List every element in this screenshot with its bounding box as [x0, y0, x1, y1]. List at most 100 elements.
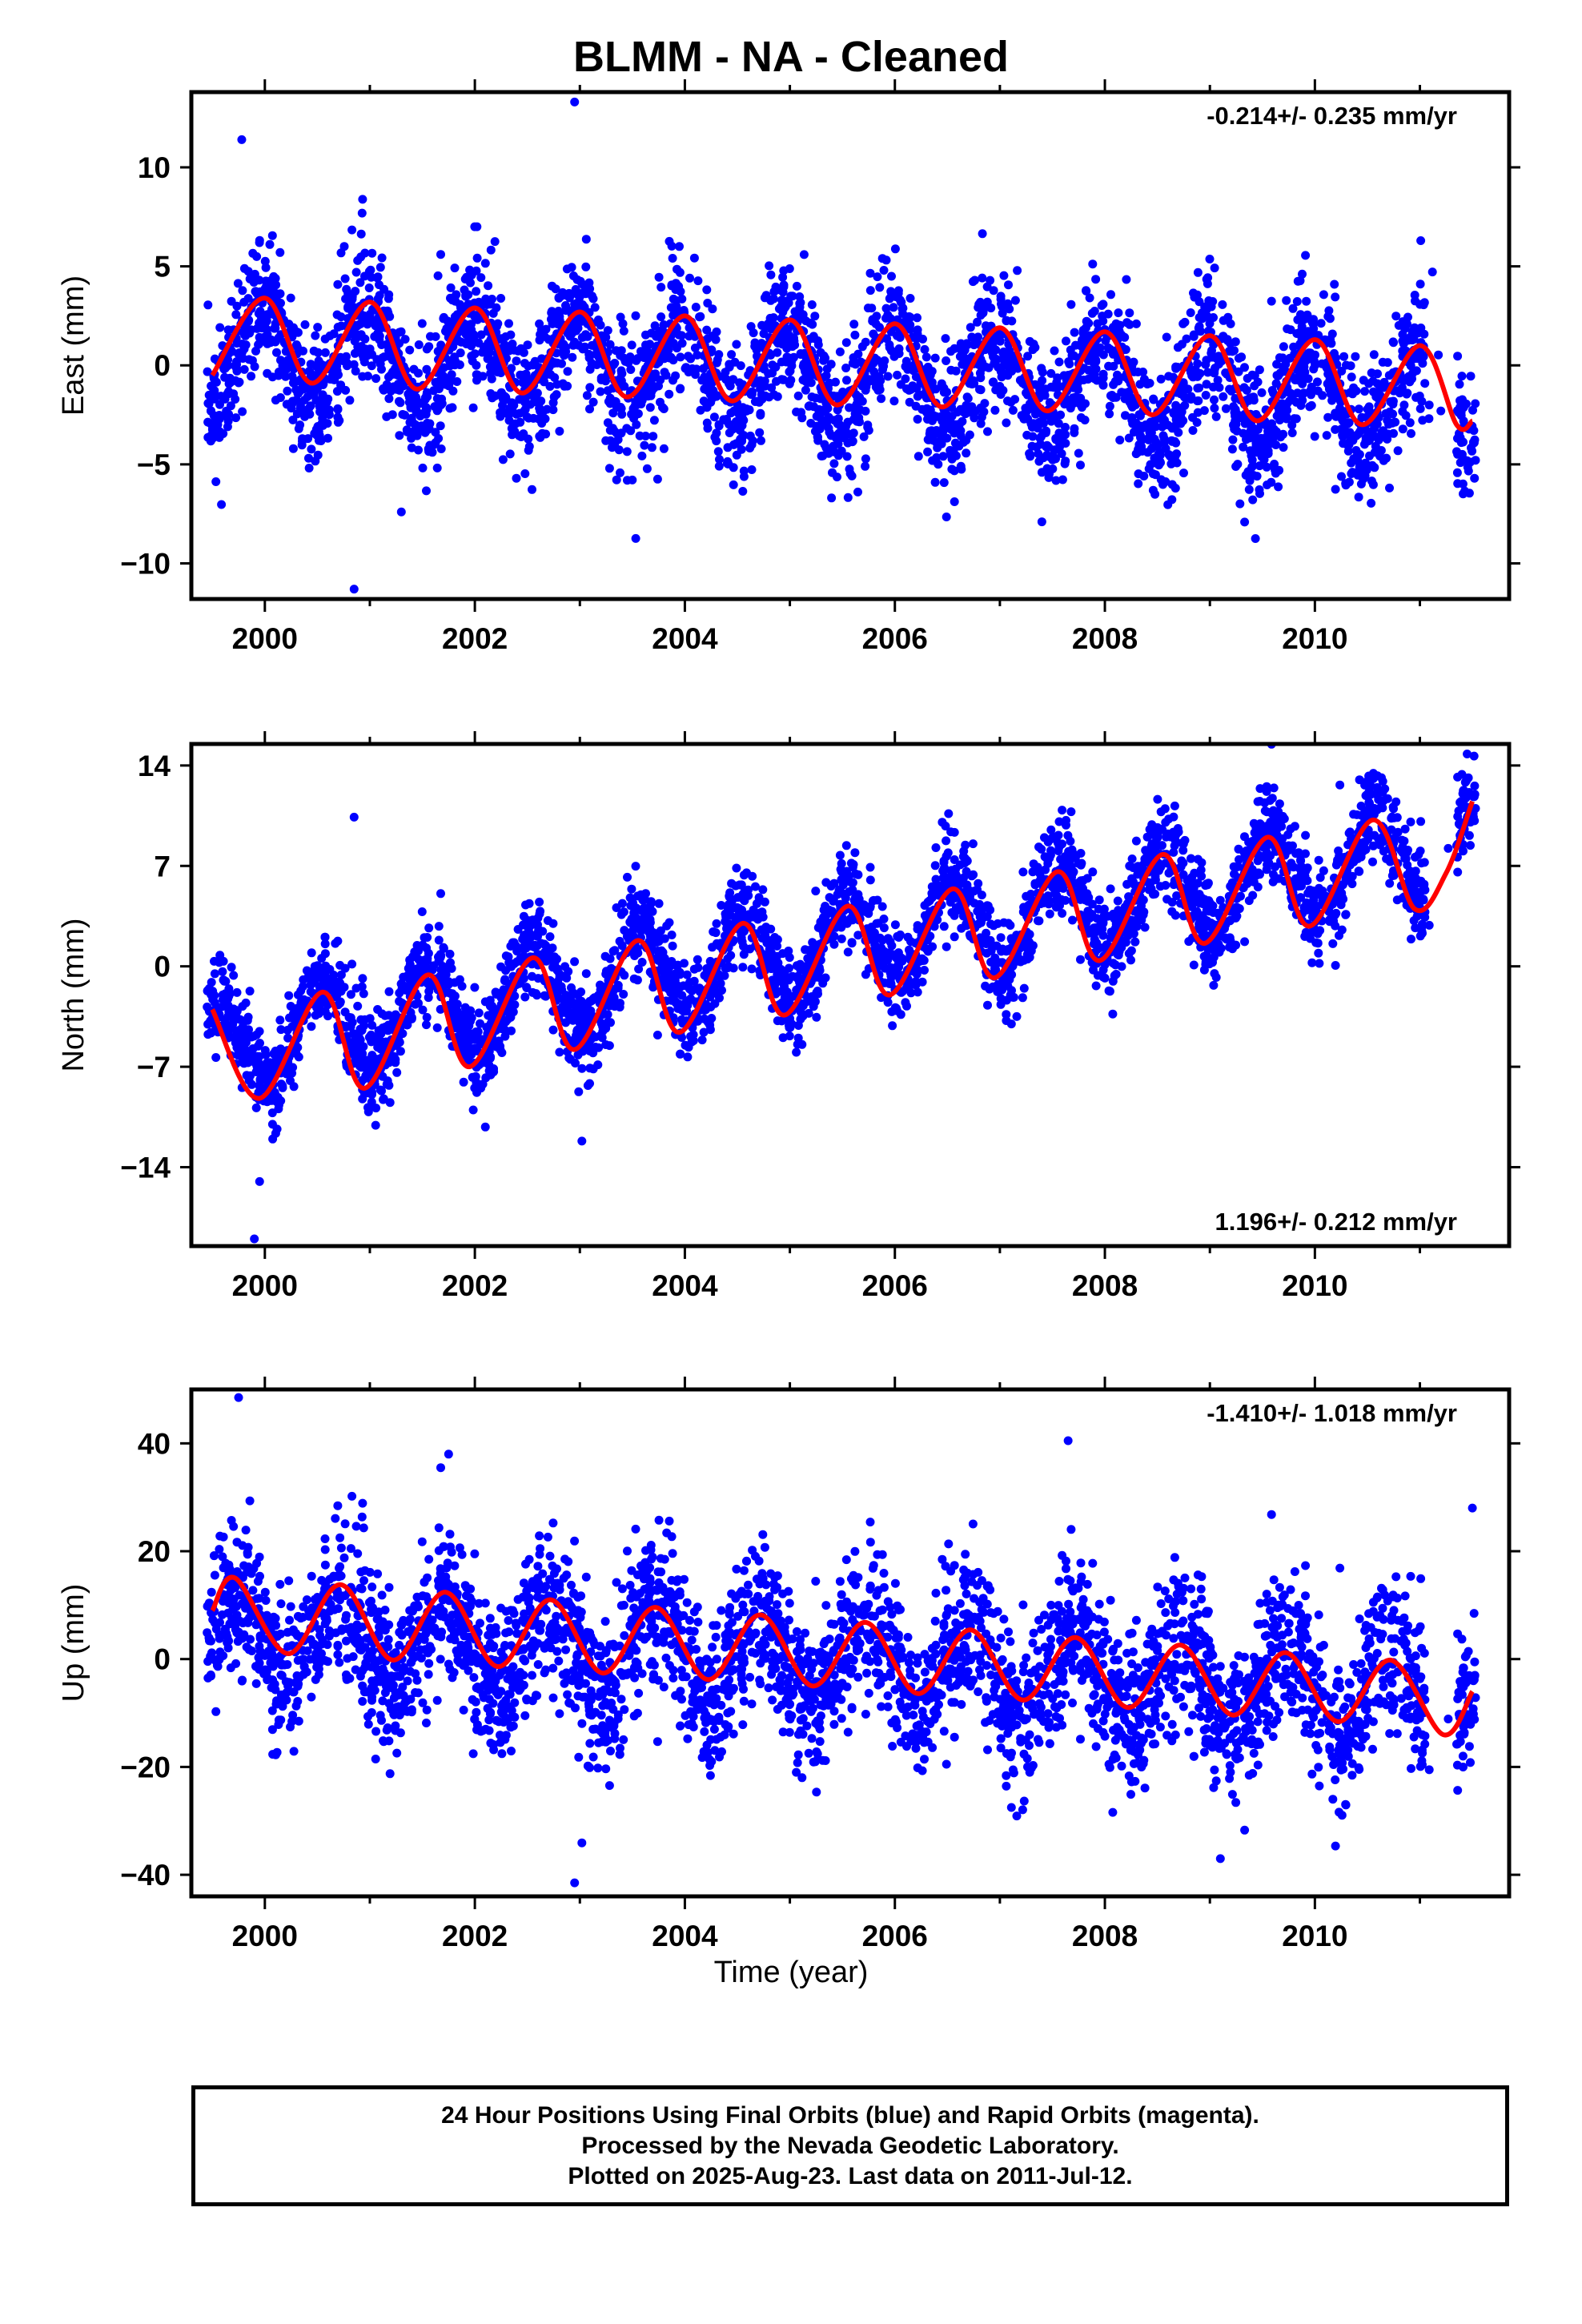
data-point — [905, 320, 915, 330]
data-point — [1387, 418, 1397, 428]
data-point — [484, 281, 493, 291]
data-point — [424, 424, 433, 434]
data-point — [1298, 269, 1307, 279]
data-point — [739, 466, 749, 476]
data-point — [837, 934, 846, 943]
data-point — [1178, 846, 1188, 855]
data-point — [468, 403, 478, 412]
data-point — [1255, 461, 1264, 471]
data-point — [1377, 430, 1387, 440]
data-point — [934, 429, 944, 439]
data-point — [585, 404, 594, 414]
data-point — [272, 348, 281, 357]
data-point — [292, 342, 302, 352]
data-point — [1129, 357, 1138, 367]
data-point — [640, 440, 649, 450]
data-point — [1201, 360, 1211, 369]
data-point — [457, 982, 467, 991]
data-point — [347, 225, 357, 235]
data-point — [686, 354, 696, 364]
data-point — [767, 383, 777, 392]
data-point — [373, 272, 383, 282]
data-point — [827, 493, 837, 503]
data-point — [1265, 433, 1275, 443]
data-point — [1307, 318, 1317, 328]
data-point-outlier — [1037, 517, 1046, 527]
data-point — [1083, 375, 1093, 384]
data-point — [1453, 449, 1463, 459]
data-point — [962, 392, 972, 402]
data-point — [300, 320, 310, 329]
data-point — [1282, 296, 1291, 305]
data-point — [798, 376, 808, 384]
data-point — [1226, 319, 1235, 328]
data-point — [813, 340, 823, 349]
data-point — [690, 344, 700, 352]
data-point — [434, 384, 444, 393]
data-point — [812, 1012, 821, 1022]
data-point — [976, 385, 986, 395]
data-point — [1046, 382, 1056, 392]
data-point — [789, 340, 798, 349]
data-point — [1172, 449, 1182, 459]
data-point — [353, 255, 363, 265]
data-point — [225, 373, 235, 383]
data-point — [797, 413, 807, 423]
data-point — [1070, 328, 1079, 337]
data-point — [1105, 401, 1114, 411]
data-point — [1239, 442, 1248, 452]
data-point — [1368, 857, 1377, 866]
data-point — [333, 412, 343, 422]
data-point — [1246, 446, 1255, 456]
data-point — [329, 329, 339, 339]
data-point — [857, 342, 867, 352]
data-point — [880, 356, 889, 365]
data-point — [729, 480, 738, 489]
data-point — [304, 453, 313, 463]
data-point — [1171, 400, 1181, 410]
data-point — [563, 381, 572, 391]
data-point — [873, 272, 882, 282]
data-point — [780, 300, 789, 310]
data-point — [333, 404, 343, 413]
data-point — [755, 428, 765, 437]
data-point — [853, 394, 862, 404]
x-tick-label: 2000 — [232, 622, 298, 655]
data-point — [1315, 959, 1324, 968]
data-point — [1417, 396, 1427, 406]
data-point — [616, 312, 625, 322]
data-point — [921, 352, 931, 362]
data-point — [255, 339, 264, 348]
data-point — [359, 357, 369, 367]
data-point — [796, 349, 805, 358]
data-point — [766, 296, 776, 305]
data-point — [850, 330, 860, 340]
data-point — [693, 276, 703, 286]
data-point — [1143, 448, 1153, 457]
data-point — [1227, 444, 1237, 454]
data-point — [1044, 472, 1054, 482]
data-point — [931, 384, 941, 394]
data-point — [822, 402, 832, 412]
data-point — [1018, 378, 1027, 388]
data-point — [1219, 332, 1228, 341]
data-point — [299, 396, 309, 405]
data-point — [956, 431, 966, 440]
data-point — [877, 254, 887, 263]
data-point — [552, 390, 561, 400]
data-point — [522, 983, 532, 992]
data-point — [758, 885, 768, 895]
data-point — [1240, 517, 1250, 527]
data-point — [807, 300, 817, 309]
data-point — [1092, 376, 1102, 385]
data-point — [965, 406, 974, 416]
data-point — [666, 303, 676, 312]
data-point — [966, 323, 975, 332]
data-point — [841, 364, 851, 372]
data-point — [1170, 484, 1180, 493]
data-point — [939, 478, 949, 488]
data-point — [436, 444, 446, 453]
data-point — [1459, 489, 1468, 499]
data-point — [448, 403, 457, 412]
data-point — [738, 487, 748, 496]
